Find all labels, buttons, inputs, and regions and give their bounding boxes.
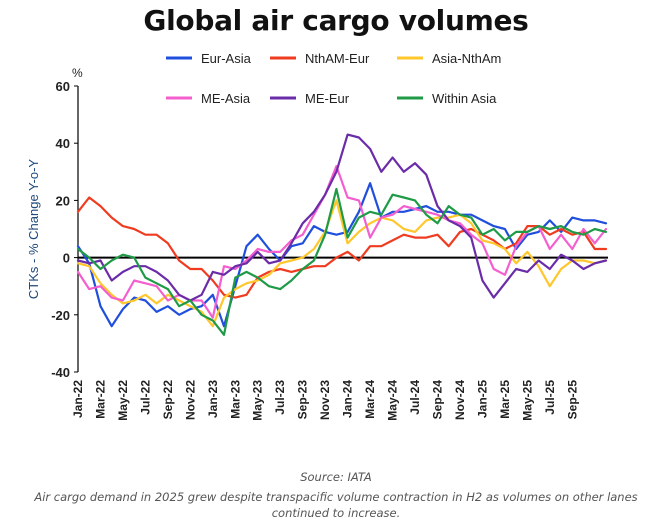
- x-tick-label: Jan-25: [475, 380, 489, 418]
- axes: -40 -20 0 20 40 60 Jan-22 Mar-22 May-22 Jul-22 Sep…: [51, 79, 608, 421]
- y-axis-title: CTKs - % Change Y-o-Y: [26, 159, 41, 300]
- legend-label: ME-Asia: [201, 91, 251, 106]
- x-tick-label: Jul-23: [273, 380, 287, 415]
- y-tick-label: 20: [56, 193, 70, 208]
- x-tick-label: Sep-23: [296, 380, 310, 420]
- plot-area: [76, 133, 608, 336]
- x-tick-label: Jan-22: [71, 380, 85, 418]
- x-tick-label: Jul-22: [138, 380, 152, 415]
- y-tick-label: 40: [56, 136, 70, 151]
- y-tick-label: -20: [51, 308, 70, 323]
- x-tick-label: Jan-24: [341, 380, 355, 418]
- x-tick-label: Sep-22: [161, 380, 175, 420]
- source-note: Source: IATA: [300, 470, 372, 484]
- x-tick-label: Jul-24: [408, 380, 422, 415]
- x-tick-label: Mar-25: [498, 380, 512, 419]
- x-tick-label: Mar-22: [93, 380, 107, 419]
- series-line-me-eur: [76, 133, 608, 302]
- y-tick-label: 0: [63, 251, 70, 266]
- x-tick-label: Jan-23: [206, 380, 220, 418]
- x-tick-label: May-24: [386, 380, 400, 421]
- y-tick-label: 60: [56, 79, 70, 94]
- series-line-eur-asia: [76, 182, 608, 328]
- caption: Air cargo demand in 2025 grew despite tr…: [34, 490, 638, 520]
- y-unit-label: %: [72, 66, 83, 80]
- series-line-ntham-eur: [76, 196, 608, 299]
- y-tick-label: -40: [51, 365, 70, 380]
- x-tick-label: Sep-24: [430, 380, 444, 420]
- legend-label: ME-Eur: [305, 91, 350, 106]
- x-tick-label: Sep-25: [565, 380, 579, 420]
- x-tick-label: Nov-22: [183, 380, 197, 420]
- legend-label: Asia-NthAm: [432, 51, 501, 66]
- legend-label: Eur-Asia: [201, 51, 252, 66]
- x-tick-label: Nov-23: [318, 380, 332, 420]
- legend-label: Within Asia: [432, 91, 497, 106]
- x-tick-label: Mar-23: [228, 380, 242, 419]
- series-line-me-asia: [76, 165, 608, 319]
- series-line-asia-ntham: [76, 199, 608, 328]
- x-tick-label: Jul-25: [543, 380, 557, 415]
- legend: Eur-Asia NthAM-Eur Asia-NthAm ME-Asia ME-Eur…: [166, 51, 501, 106]
- x-tick-label: May-22: [116, 380, 130, 421]
- legend-label: NthAM-Eur: [305, 51, 370, 66]
- chart-title: Global air cargo volumes: [143, 4, 529, 37]
- x-tick-label: Mar-24: [363, 380, 377, 419]
- x-tick-label: May-25: [520, 380, 534, 421]
- series-line-within-asia: [76, 187, 608, 336]
- x-tick-label: May-23: [251, 380, 265, 421]
- x-tick-label: Nov-24: [453, 380, 467, 420]
- chart-canvas: Eur-Asia NthAM-Eur Asia-NthAm ME-Asia ME-Eur…: [26, 51, 608, 421]
